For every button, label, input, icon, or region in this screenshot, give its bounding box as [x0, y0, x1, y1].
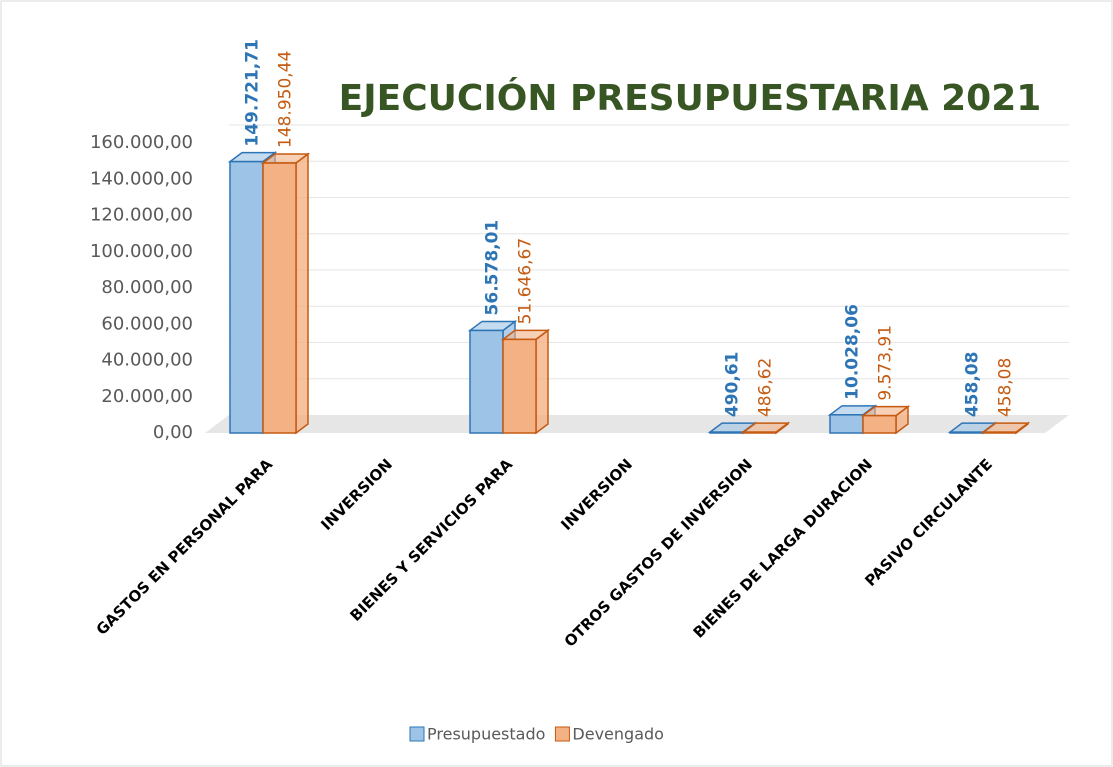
bar — [982, 431, 1017, 434]
data-label: 51.646,67 — [516, 238, 536, 325]
y-tick-label: 120.000,00 — [90, 205, 193, 226]
data-label: 486,62 — [756, 358, 776, 417]
bar-side — [535, 328, 549, 435]
y-tick-label: 160.000,00 — [90, 132, 193, 153]
data-label: 148.950,44 — [276, 51, 296, 148]
y-tick-label: 80.000,00 — [101, 277, 193, 298]
data-label: 9.573,91 — [876, 325, 896, 401]
bar-side — [295, 152, 309, 435]
bar — [469, 329, 504, 434]
bar — [229, 160, 264, 434]
floor — [205, 415, 1069, 433]
y-tick-label: 140.000,00 — [90, 168, 193, 189]
bar — [709, 431, 744, 434]
data-label: 490,61 — [723, 352, 743, 418]
data-label: 10.028,06 — [843, 304, 863, 400]
legend-label: Presupuestado — [427, 725, 545, 744]
bar — [949, 431, 984, 434]
chart-title: EJECUCIÓN PRESUPUESTARIA 2021 — [339, 77, 1042, 119]
y-tick-label: 0,00 — [153, 422, 193, 443]
data-label: 149.721,71 — [243, 39, 263, 147]
bar — [502, 338, 537, 434]
bar — [742, 431, 777, 434]
bar — [262, 162, 297, 434]
y-tick-label: 20.000,00 — [101, 386, 193, 407]
legend-swatch — [554, 726, 570, 742]
data-label: 458,08 — [963, 352, 983, 418]
data-label: 458,08 — [996, 358, 1016, 417]
y-tick-label: 40.000,00 — [101, 350, 193, 371]
y-tick-label: 100.000,00 — [90, 241, 193, 262]
y-tick-label: 60.000,00 — [101, 313, 193, 334]
legend-swatch — [409, 726, 425, 742]
data-label: 56.578,01 — [483, 220, 503, 316]
bar — [862, 414, 897, 434]
legend-label: Devengado — [572, 725, 664, 744]
bar — [829, 414, 864, 434]
